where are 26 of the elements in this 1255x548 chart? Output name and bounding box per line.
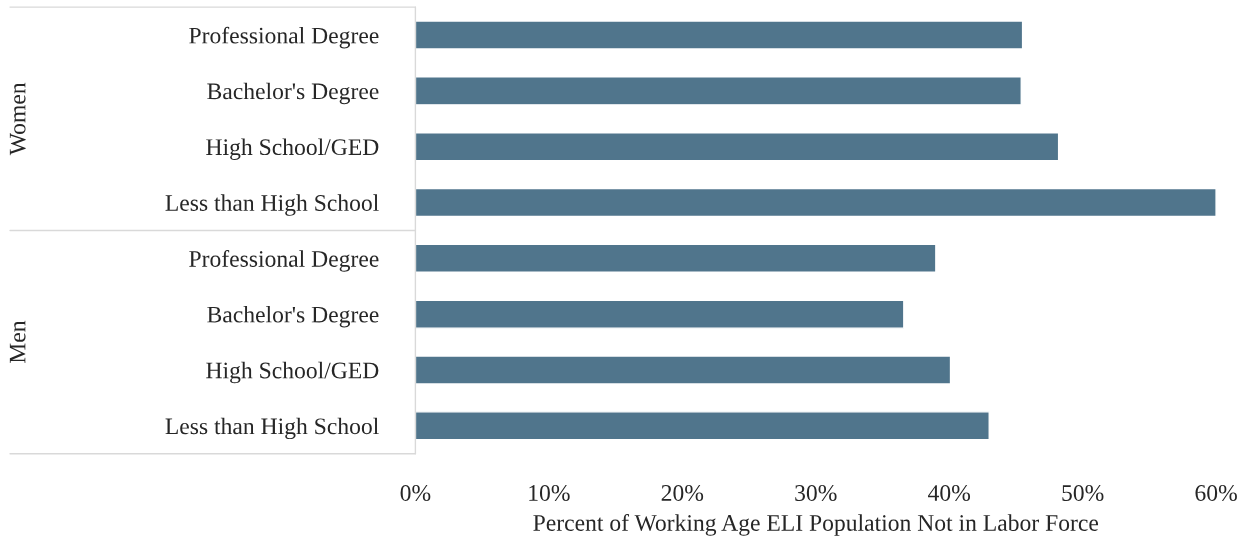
y-tick-label: Less than High School [165,417,379,440]
y-tick-label: Less than High School [165,194,379,216]
x-tick-label: 10% [529,484,570,501]
y-tick-label: Professional Degree [189,250,379,272]
y-tick-label: High School/GED [206,138,379,160]
text: Women [9,82,26,156]
text: Men [9,320,26,364]
bar [415,132,1060,162]
x-tick-label: 40% [928,484,971,501]
x-tick-label: 60% [1195,484,1237,501]
bar [415,355,952,385]
x-tick-label: 0% [400,484,431,501]
x-tick-label: 30% [795,484,837,501]
x-tick-label: 20% [661,484,704,501]
y-tick-label: High School/GED [206,361,379,384]
x-axis-title: Percent of Working Age ELI Population Not in Labor Force [533,514,1099,536]
y-tick-label: Professional Degree [189,26,379,49]
bar [415,20,1024,50]
bar [415,76,1022,106]
bar [415,299,905,329]
bar [415,187,1217,218]
x-tick-label: 50% [1062,484,1104,501]
bar [415,243,937,273]
y-tick-label: Bachelor's Degree [207,305,379,328]
bar [415,411,990,441]
y-tick-label: Bachelor's Degree [207,82,379,105]
